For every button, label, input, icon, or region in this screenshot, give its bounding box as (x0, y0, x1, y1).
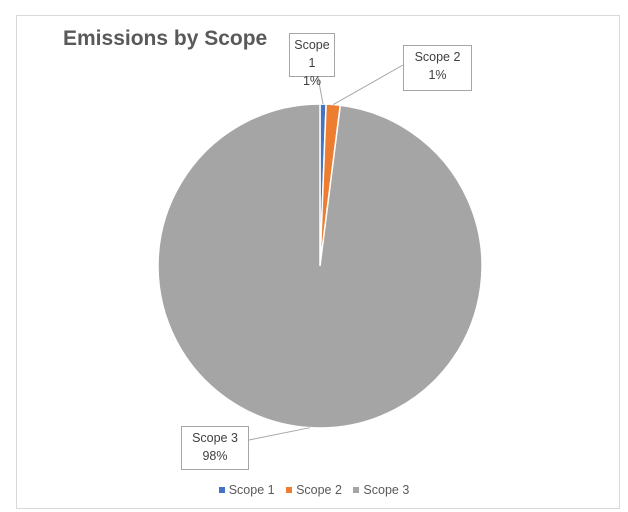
legend-label-scope-1: Scope 1 (228, 483, 275, 497)
legend-swatch-scope-2 (286, 487, 293, 493)
legend: Scope 1 Scope 2 Scope 3 (0, 483, 628, 497)
data-label-scope-3-value: 98% (202, 449, 228, 463)
data-label-scope-3-name: Scope 3 (192, 431, 238, 445)
leader-line-scope-1 (317, 76, 324, 105)
legend-swatch-scope-3 (353, 487, 360, 493)
data-label-scope-2-name: Scope 2 (414, 50, 461, 64)
data-label-scope-1-name: Scope 1 (294, 38, 330, 70)
data-label-scope-1-value: 1% (302, 74, 322, 88)
data-label-scope-2: Scope 2 1% (403, 45, 472, 91)
legend-swatch-scope-1 (218, 487, 225, 493)
leader-line-scope-3 (248, 427, 310, 441)
data-label-scope-1: Scope 1 1% (289, 33, 335, 88)
data-label-scope-2-value: 1% (428, 68, 447, 82)
legend-item-scope-2: Scope 2 (286, 483, 342, 497)
legend-item-scope-1: Scope 1 (218, 483, 275, 497)
legend-item-scope-3: Scope 3 (353, 483, 409, 497)
pie-slice-scope-3 (157, 103, 483, 429)
leader-line-scope-2 (332, 64, 404, 105)
legend-label-scope-3: Scope 3 (363, 483, 410, 497)
data-label-scope-3: Scope 3 98% (181, 426, 249, 470)
chart-title: Emissions by Scope (63, 27, 268, 50)
legend-label-scope-2: Scope 2 (296, 483, 342, 497)
